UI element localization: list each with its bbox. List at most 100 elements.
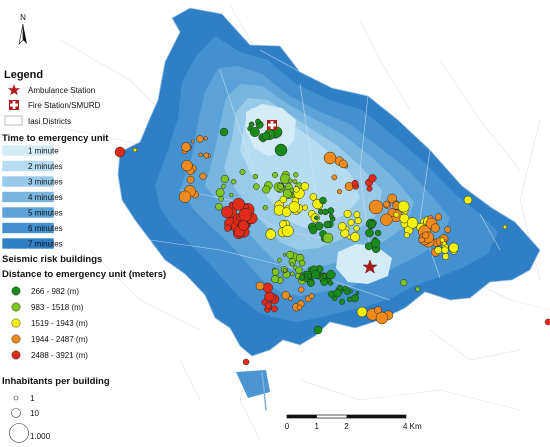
south-zone-line: [261, 371, 267, 411]
building-point: [282, 268, 288, 273]
building-point: [274, 143, 288, 157]
building-point: [277, 182, 284, 190]
building-point: [221, 206, 234, 219]
building-point: [368, 199, 384, 215]
building-point: [181, 160, 193, 172]
building-point: [374, 229, 382, 237]
building-point: [441, 246, 449, 254]
building-point: [231, 179, 237, 185]
building-point: [463, 195, 473, 205]
building-point: [421, 231, 430, 239]
building-point: [434, 213, 443, 221]
building-point: [365, 228, 374, 238]
building-point: [277, 257, 282, 263]
building-point: [308, 293, 315, 299]
building-point: [279, 195, 287, 204]
building-point: [367, 220, 376, 229]
building-point: [178, 190, 192, 203]
building-point: [271, 275, 280, 284]
building-point: [298, 274, 306, 281]
building-point: [322, 232, 334, 244]
building-point: [383, 200, 390, 208]
building-point: [307, 279, 315, 287]
building-point: [203, 136, 208, 141]
building-point: [544, 318, 550, 326]
building-point: [366, 185, 373, 192]
building-point: [415, 286, 421, 292]
building-point: [253, 183, 260, 190]
building-point: [262, 185, 271, 194]
building-point: [350, 294, 360, 303]
building-point: [229, 192, 234, 198]
building-point: [320, 278, 328, 286]
building-point: [261, 132, 271, 141]
building-point: [281, 207, 292, 217]
building-point: [224, 224, 232, 232]
building-point: [242, 358, 250, 366]
building-point: [255, 118, 261, 125]
building-point: [350, 232, 360, 242]
building-point: [439, 237, 445, 243]
building-point: [262, 282, 273, 293]
building-point: [215, 188, 225, 197]
building-point: [286, 250, 295, 259]
fire-station-marker: [267, 120, 277, 130]
building-point: [293, 186, 300, 193]
building-point: [311, 270, 320, 279]
building-point: [314, 221, 324, 231]
building-point: [331, 174, 338, 181]
building-point: [215, 202, 223, 211]
building-point: [290, 271, 295, 277]
building-point: [502, 224, 508, 230]
building-point: [354, 217, 362, 225]
building-point: [400, 279, 408, 287]
building-point: [295, 266, 303, 274]
building-point: [338, 222, 347, 231]
building-point: [338, 298, 345, 305]
building-point: [196, 135, 204, 143]
building-point: [220, 174, 229, 184]
building-point: [322, 208, 329, 216]
building-point: [181, 142, 191, 152]
building-point: [393, 211, 400, 218]
building-point: [323, 151, 337, 165]
building-point: [265, 229, 277, 240]
building-point: [249, 127, 260, 137]
building-point: [418, 236, 425, 244]
building-point: [218, 196, 224, 202]
building-point: [282, 188, 293, 199]
building-point: [292, 179, 298, 184]
building-point: [264, 302, 272, 310]
building-point: [296, 304, 303, 311]
building-point: [380, 213, 393, 226]
building-point: [132, 147, 138, 153]
building-point: [397, 200, 410, 213]
building-point: [298, 259, 306, 267]
building-point: [289, 188, 295, 193]
building-point: [239, 169, 246, 175]
building-point: [302, 204, 308, 211]
building-point: [306, 273, 312, 279]
building-point: [387, 193, 398, 204]
building-point: [272, 172, 278, 178]
building-point: [290, 262, 295, 267]
building-point: [314, 215, 319, 221]
building-point: [300, 182, 310, 191]
building-point: [203, 152, 210, 159]
ambulance-station-marker: [362, 259, 378, 274]
building-point: [342, 285, 348, 291]
seismic-risk-buildings: [114, 118, 550, 366]
building-point: [232, 197, 245, 211]
building-point: [323, 220, 331, 229]
building-point: [327, 207, 335, 215]
building-point: [343, 209, 352, 218]
building-point: [351, 179, 359, 187]
building-point: [327, 280, 334, 286]
building-point: [313, 325, 323, 335]
building-point: [198, 152, 203, 158]
building-point: [186, 175, 195, 184]
building-point: [271, 305, 278, 313]
building-point: [430, 223, 440, 233]
